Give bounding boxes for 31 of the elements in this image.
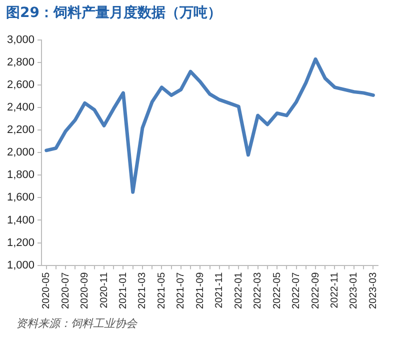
x-tick-label: 2021-11 [214,272,226,308]
chart-title: 图29：饲料产量月度数据（万吨） [6,4,222,22]
y-tick-label: 2,400 [6,102,35,114]
y-tick-label: 1,800 [6,169,35,182]
x-tick-label: 2022-01 [233,272,244,310]
x-tick-label: 2020-05 [41,272,52,310]
x-tick-label: 2023-01 [348,272,360,310]
y-tick-label: 1,400 [6,214,35,226]
x-tick-label: 2020-11 [98,272,110,308]
x-tick-label: 2021-05 [156,272,168,310]
x-tick-label: 2021-07 [176,272,187,310]
x-tick-label: 2021-09 [194,272,206,310]
x-tick-label: 2022-03 [252,272,264,310]
x-tick-label: 2022-07 [291,272,302,310]
y-tick-label: 2,000 [6,146,35,159]
x-tick-label: 2021-01 [118,272,129,310]
y-tick-label: 2,200 [6,124,35,136]
text: 资料来源：饲料工业协会 [16,316,137,331]
x-tick-label: 2020-07 [60,272,72,310]
x-tick-label: 2022-11 [329,272,340,308]
y-tick-label: 2,600 [6,79,35,92]
y-tick-label: 1,200 [6,236,35,249]
y-tick-label: 1,600 [6,192,35,204]
x-tick-label: 2022-05 [272,272,283,310]
y-tick-label: 1,000 [6,259,35,272]
x-tick-label: 2023-03 [368,272,379,310]
y-tick-label: 3,000 [6,34,35,46]
x-tick-label: 2020-09 [80,272,91,310]
x-tick-label: 2022-09 [310,272,322,310]
x-tick-label: 2021-03 [137,272,148,310]
y-tick-label: 2,800 [6,56,35,69]
